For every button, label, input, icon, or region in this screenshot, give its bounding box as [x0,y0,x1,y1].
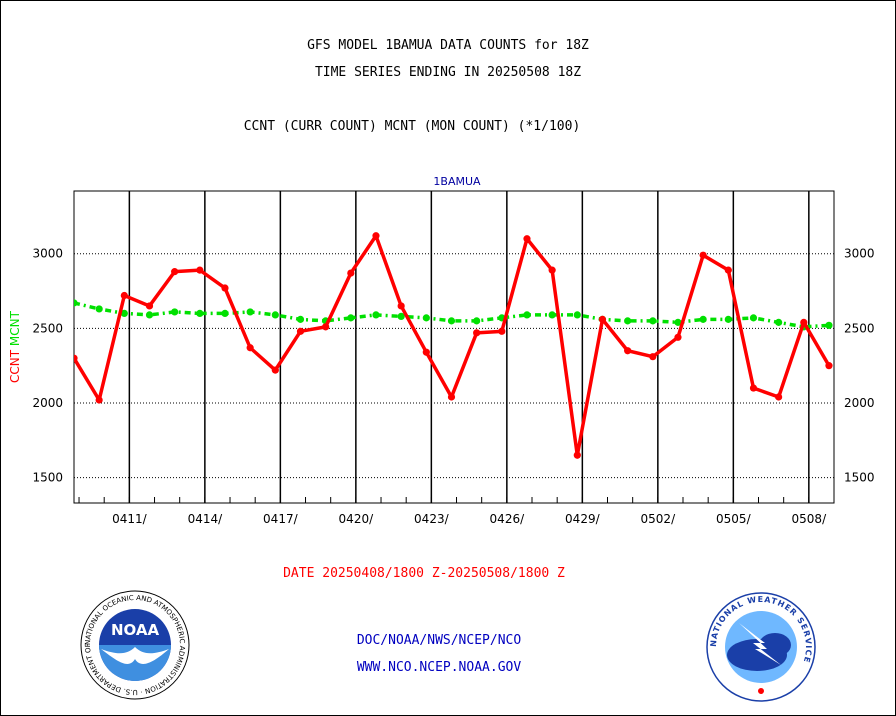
data-point-mcnt [775,318,783,326]
data-point-ccnt [800,318,808,326]
data-point-ccnt [145,302,154,310]
data-point-ccnt [447,393,456,401]
data-point-mcnt [171,308,179,316]
data-point-ccnt [624,347,632,355]
data-point-mcnt [473,317,481,325]
nws-logo: NATIONAL WEATHER SERVICE [706,592,816,702]
website-link[interactable]: WWW.NCO.NCEP.NOAA.GOV [356,660,522,675]
x-tick-label: 0429/ [565,512,601,526]
data-point-ccnt [548,266,556,274]
data-point-ccnt [674,333,682,341]
data-point-ccnt [649,353,657,361]
data-point-ccnt [775,393,783,401]
data-point-mcnt [296,315,305,323]
data-point-ccnt [825,362,833,370]
x-tick-label: 0508/ [792,512,828,526]
chart-title-line-1: GFS MODEL 1BAMUA DATA COUNTS for 18Z [307,38,589,53]
y-tick-label-left: 2500 [32,321,63,335]
y-tick-label-left: 1500 [32,471,63,485]
data-point-mcnt [221,309,229,318]
data-point-ccnt [120,291,128,300]
y-tick-label-left: 2000 [32,396,63,410]
data-point-mcnt [372,311,380,319]
y-tick-label-left: 3000 [32,247,63,261]
data-point-mcnt [674,318,682,326]
data-point-mcnt [196,309,204,318]
data-point-mcnt [347,314,355,322]
data-point-mcnt [447,317,456,325]
data-point-ccnt [246,344,254,352]
data-point-mcnt [74,299,78,307]
chart-title-line-2: TIME SERIES ENDING IN 20250508 18Z [314,65,582,80]
data-point-mcnt [397,312,405,320]
data-point-ccnt [296,327,305,335]
data-point-ccnt [221,284,229,292]
y-tick-label-right: 3000 [844,247,875,261]
data-point-ccnt [598,315,607,323]
noaa-logo-text: NOAA [111,621,160,639]
x-tick-label: 0505/ [716,512,752,526]
data-point-ccnt [724,266,732,274]
y-axis-label-part: CCNT [8,349,22,383]
data-point-ccnt [347,269,355,277]
data-point-ccnt [749,384,758,392]
chart-subtitle: CCNT (CURR COUNT) MCNT (MON COUNT) (*1/1… [243,119,581,134]
data-point-ccnt [523,235,531,243]
data-point-ccnt [171,268,179,276]
data-point-mcnt [724,315,732,323]
data-point-mcnt [548,311,556,319]
x-tick-label: 0420/ [339,512,375,526]
data-point-mcnt [422,314,430,322]
y-axis-label-part: MCNT [8,310,22,350]
data-point-mcnt [573,311,581,319]
date-range-label: DATE 20250408/1800 Z-20250508/1800 Z [283,566,565,581]
data-point-ccnt [422,348,430,356]
org-path-label: DOC/NOAA/NWS/NCEP/NCO [356,633,522,648]
data-point-ccnt [372,232,380,240]
y-tick-label-right: 2500 [844,321,875,335]
data-point-mcnt [271,311,279,319]
y-tick-label-right: 2000 [844,396,875,410]
data-point-ccnt [74,354,78,362]
data-point-ccnt [699,251,707,259]
data-point-ccnt [196,266,204,274]
panel-title: 1BAMUA [433,175,481,188]
data-point-ccnt [498,327,506,335]
data-point-mcnt [699,315,707,323]
data-point-mcnt [649,317,657,325]
y-tick-label-right: 1500 [844,471,875,485]
data-point-mcnt [95,305,103,313]
x-tick-label: 0502/ [641,512,677,526]
series-line-ccnt [74,234,831,457]
data-point-mcnt [120,309,128,318]
data-point-mcnt [825,321,833,329]
data-point-mcnt [145,311,154,319]
data-point-mcnt [749,314,758,322]
x-tick-label: 0426/ [490,512,526,526]
data-point-mcnt [624,317,632,325]
data-point-ccnt [95,396,103,404]
data-point-ccnt [473,329,481,337]
data-point-ccnt [573,451,581,459]
noaa-logo: NATIONAL OCEANIC AND ATMOSPHERIC ADMINIS… [79,589,190,700]
x-tick-label: 0414/ [188,512,224,526]
data-point-ccnt [397,302,405,310]
x-tick-label: 0423/ [414,512,450,526]
data-point-mcnt [246,308,254,316]
data-point-mcnt [523,311,531,319]
data-point-ccnt [271,366,279,374]
plot-frame [73,190,835,504]
x-tick-label: 0417/ [263,512,299,526]
y-axis-label: CCNT MCNT [8,310,22,383]
data-point-ccnt [322,323,330,331]
x-tick-label: 0411/ [112,512,148,526]
